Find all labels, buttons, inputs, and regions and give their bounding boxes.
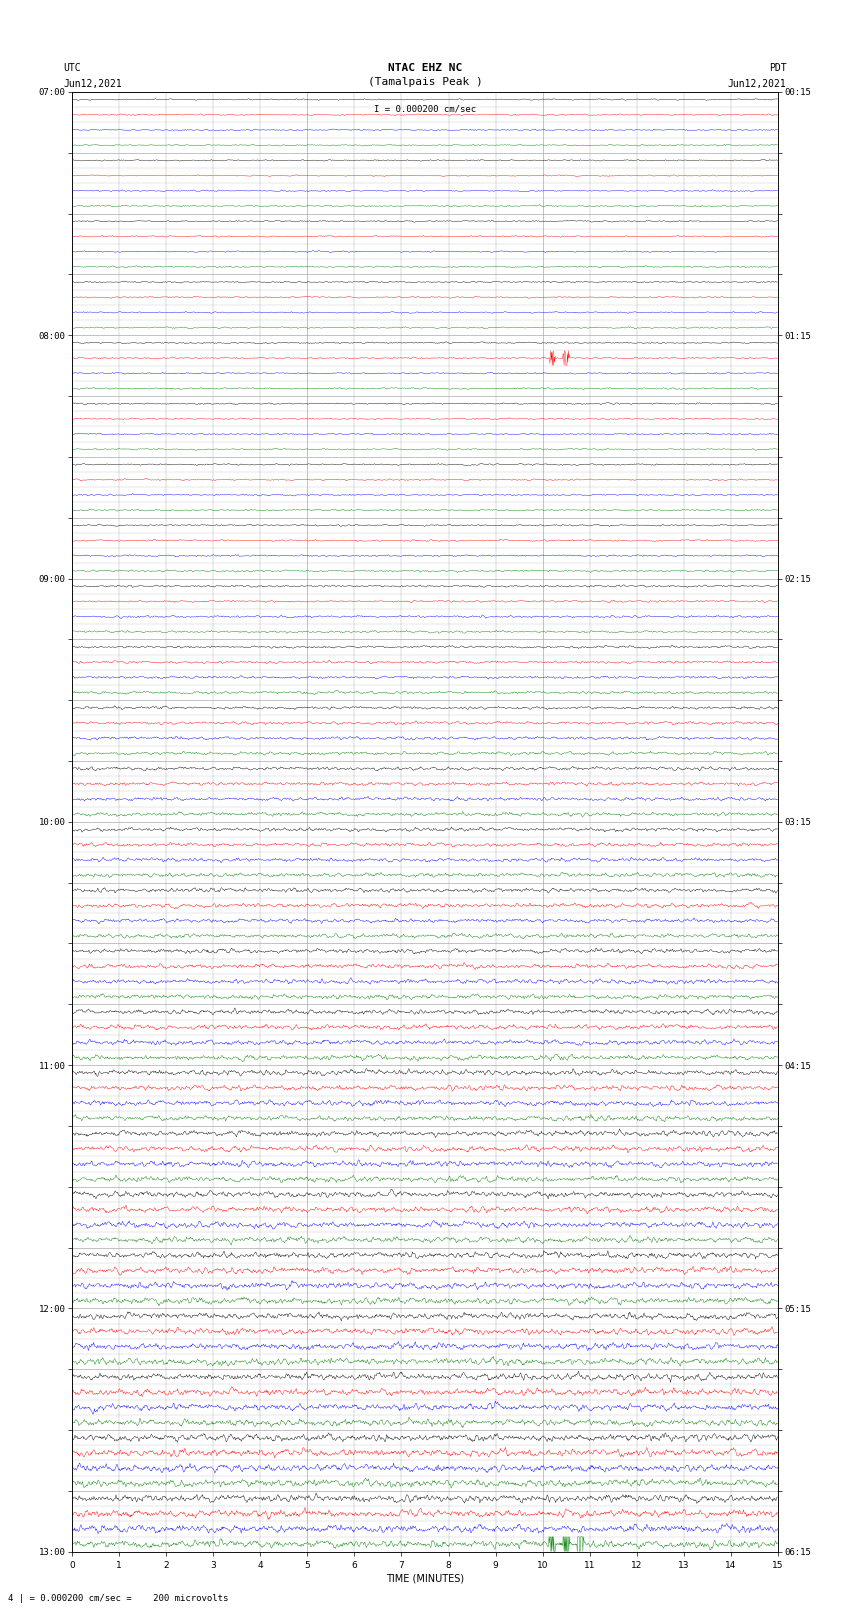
Text: UTC: UTC (64, 63, 82, 73)
Text: Jun12,2021: Jun12,2021 (728, 79, 786, 89)
Text: PDT: PDT (768, 63, 786, 73)
X-axis label: TIME (MINUTES): TIME (MINUTES) (386, 1574, 464, 1584)
Text: 4 | = 0.000200 cm/sec =    200 microvolts: 4 | = 0.000200 cm/sec = 200 microvolts (8, 1594, 229, 1603)
Text: Jun12,2021: Jun12,2021 (64, 79, 122, 89)
Text: (Tamalpais Peak ): (Tamalpais Peak ) (367, 77, 483, 87)
Text: I = 0.000200 cm/sec: I = 0.000200 cm/sec (374, 105, 476, 115)
Text: NTAC EHZ NC: NTAC EHZ NC (388, 63, 462, 73)
